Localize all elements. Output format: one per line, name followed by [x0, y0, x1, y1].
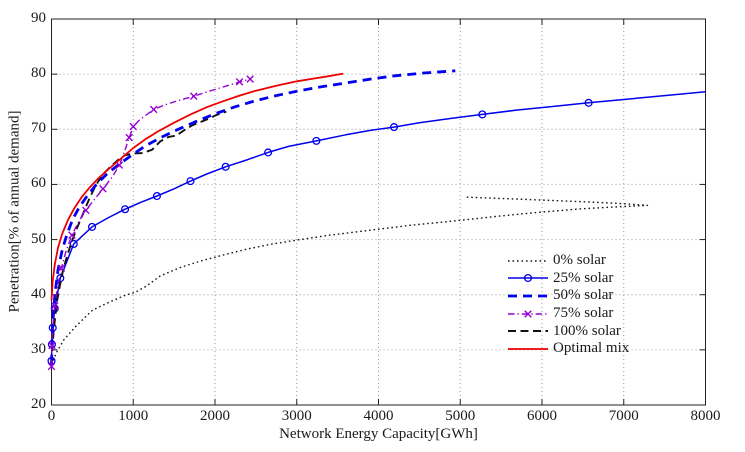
legend-item: 75% solar: [508, 305, 629, 323]
x-tick-label: 2000: [200, 408, 230, 424]
legend: 0% solar 25% solar 50% solar 75% solar 100% …: [508, 252, 629, 358]
y-tick-label: 40: [31, 285, 46, 302]
series-75-solar-marker: [50, 301, 59, 310]
y-tick-label: 50: [31, 230, 46, 247]
series-75-solar-line: [50, 78, 251, 367]
series-75-solar-marker: [246, 75, 254, 83]
legend-label: 0% solar: [553, 252, 606, 269]
legend-line-sample: [508, 330, 548, 333]
legend-label: 50% solar: [553, 287, 614, 304]
series-75-solar-marker: [68, 231, 76, 239]
legend-line-sample: [508, 309, 548, 318]
series-25-solar-marker: [312, 136, 321, 145]
series-25-solar-marker: [478, 110, 487, 119]
legend-item: Optimal mix: [508, 340, 629, 358]
x-tick-label: 4000: [363, 408, 394, 424]
series-75-solar-marker: [57, 264, 66, 273]
series-50-solar-line: [50, 69, 456, 364]
series-75-solar-marker: [47, 362, 56, 371]
y-axis-title: Penetration[% of annual demand]: [6, 110, 23, 313]
series-0-solar-line: [50, 196, 649, 365]
y-tick-label: 70: [31, 120, 46, 137]
y-tick-label: 90: [31, 10, 46, 26]
series-75-solar-marker: [235, 78, 244, 86]
series-50-solar: [50, 69, 456, 364]
x-tick-label: 8000: [690, 408, 721, 424]
y-tick-label: 30: [31, 340, 46, 357]
legend-x-marker: [524, 309, 532, 318]
x-tick-label: 3000: [281, 408, 312, 424]
series-25-solar-marker: [186, 177, 195, 186]
legend-line-sample: [508, 294, 548, 298]
legend-line-sample: [508, 274, 548, 283]
series-25-solar-line: [50, 91, 706, 361]
series-optimal-mix-line: [50, 72, 344, 301]
legend-circle-marker: [523, 274, 533, 283]
legend-item: 100% solar: [508, 322, 629, 340]
legend-label: 75% solar: [553, 305, 614, 322]
series-0-solar: [50, 196, 649, 365]
series-75-solar-marker: [149, 105, 158, 114]
series-75-solar-marker: [125, 133, 133, 142]
x-tick-label: 7000: [608, 408, 639, 424]
series-75-solar: [47, 75, 254, 371]
y-tick-label: 60: [31, 175, 46, 192]
series-25-solar-marker: [87, 222, 97, 231]
legend-item: 50% solar: [508, 287, 629, 305]
series-25-solar-marker: [221, 162, 230, 171]
x-tick-label: 5000: [445, 408, 476, 424]
x-tick-label: 1000: [118, 408, 149, 424]
series-75-solar-marker: [189, 92, 198, 100]
legend-label: Optimal mix: [553, 340, 630, 357]
series-25-solar-marker: [584, 98, 593, 107]
series-75-solar-marker: [82, 206, 90, 215]
legend-line-sample: [508, 347, 548, 350]
series-25-solar-marker: [69, 239, 78, 249]
series-25-solar-marker: [264, 148, 273, 157]
legend-item: 0% solar: [508, 252, 629, 270]
series-25-solar-marker: [152, 191, 162, 201]
y-tick-label: 20: [31, 396, 46, 412]
series-75-solar-marker: [99, 185, 107, 193]
series-optimal-mix: [50, 72, 344, 301]
series-25-solar-marker: [389, 123, 399, 132]
legend-line-sample: [508, 260, 548, 262]
y-tick-label: 80: [31, 65, 46, 82]
series-75-solar-marker: [129, 122, 138, 131]
series-25-solar-marker: [121, 205, 130, 214]
legend-label: 100% solar: [553, 322, 621, 339]
x-tick-label: 6000: [527, 408, 557, 424]
series-75-solar-marker: [48, 341, 56, 350]
x-tick-label: 0: [47, 408, 56, 424]
legend-label: 25% solar: [553, 269, 614, 286]
x-axis-title: Network Energy Capacity[GWh]: [279, 426, 478, 442]
legend-item: 25% solar: [508, 270, 629, 288]
